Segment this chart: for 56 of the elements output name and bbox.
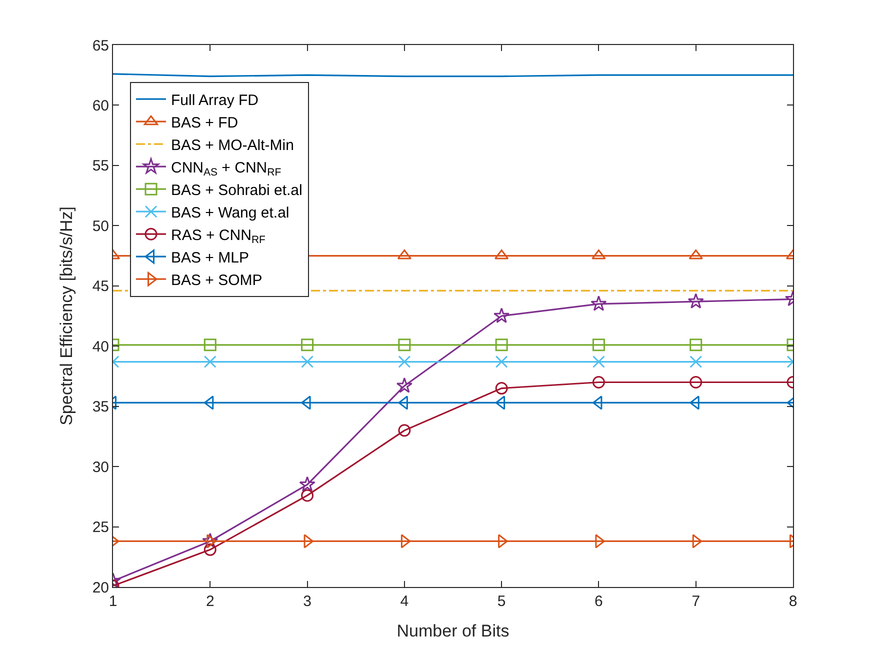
y-tick-label: 60: [92, 97, 109, 114]
y-tick-label: 20: [92, 579, 109, 596]
legend-label: BAS + MLP: [171, 249, 249, 266]
legend-label: CNN$_{AS}$ + CNN$_{RF}$: [171, 159, 282, 179]
legend-label: BAS + SOMP: [171, 272, 262, 289]
point: [495, 338, 508, 352]
point: [204, 338, 216, 352]
point: [690, 338, 702, 352]
x-tick-label: 4: [400, 593, 409, 610]
x-tick-label: 8: [788, 593, 798, 610]
point: [301, 489, 314, 502]
point: [688, 293, 704, 309]
point: [204, 356, 216, 368]
point: [396, 377, 412, 393]
y-tick-label: 25: [92, 519, 109, 536]
point: [301, 356, 314, 368]
y-tick-label: 55: [92, 158, 109, 175]
legend-label: BAS + FD: [171, 114, 238, 132]
y-tick-label: 45: [92, 278, 109, 296]
y-axis-title: Spectral Efficiency [bits/s/Hz]: [56, 206, 76, 426]
point: [398, 338, 411, 352]
point: [592, 356, 605, 368]
legend-label: Full Array FD: [171, 92, 259, 109]
legend-label: RAS + CNN$_{RF}$: [171, 226, 266, 246]
legend-label: BAS + MO-Alt-Min: [171, 136, 294, 154]
x-axis-title: Number of Bits: [396, 621, 510, 640]
point: [690, 356, 702, 368]
point: [304, 534, 314, 548]
point: [204, 543, 216, 556]
point: [690, 376, 702, 388]
y-tick-label: 40: [92, 338, 109, 356]
y-tick-label: 50: [92, 218, 109, 235]
point: [398, 356, 411, 368]
point: [590, 296, 607, 311]
x-tick-label: 3: [303, 593, 312, 610]
x-tick-label: 5: [497, 593, 506, 610]
point: [495, 356, 508, 368]
y-tick-label: 30: [92, 458, 109, 476]
x-tick-label: 2: [206, 593, 214, 610]
point: [301, 338, 314, 352]
point: [299, 476, 316, 492]
x-tick-label: 1: [108, 593, 118, 610]
y-tick-label: 35: [92, 398, 109, 416]
x-tick-label: 6: [594, 593, 603, 610]
point: [495, 396, 506, 410]
point: [592, 396, 602, 410]
y-tick-label: 65: [92, 37, 109, 54]
legend-label: BAS + Sohrabi et.al: [171, 182, 302, 199]
point: [400, 534, 411, 548]
point: [494, 308, 510, 323]
point: [592, 338, 605, 352]
x-tick-label: 7: [692, 593, 700, 610]
legend-label: BAS + Wang et.al: [171, 204, 290, 222]
point: [398, 424, 411, 437]
point: [592, 376, 605, 388]
point: [495, 382, 508, 395]
